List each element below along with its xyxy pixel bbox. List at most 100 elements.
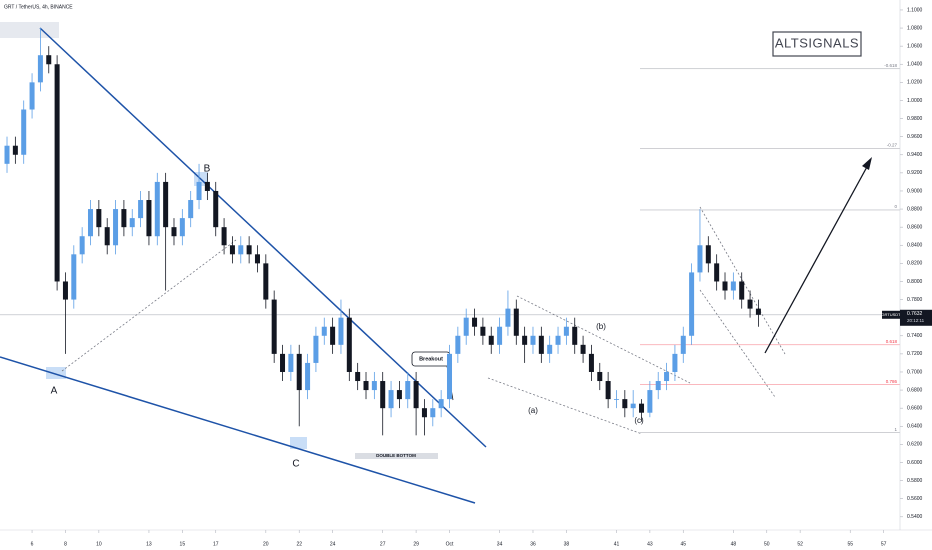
x-tick-label: 57 (881, 541, 887, 547)
trend-line (0, 356, 476, 504)
candle-body (163, 181, 169, 228)
x-tick-label: 36 (530, 541, 536, 547)
y-tick-label: 1.1000 (907, 7, 923, 13)
candle-body (296, 353, 302, 391)
highlight-box (46, 367, 66, 379)
candle-body (154, 181, 160, 237)
candle-body (421, 408, 427, 418)
candle-body (747, 299, 753, 309)
y-tick-label: 0.6600 (907, 406, 923, 412)
candle-body (613, 399, 619, 400)
candle-body (37, 55, 43, 83)
candle-body (179, 218, 185, 237)
candle-body (672, 353, 678, 372)
x-tick-label: Oct (446, 541, 454, 547)
candle-body (346, 317, 352, 372)
y-tick-label: 1.0400 (907, 62, 923, 68)
x-tick-label: 45 (680, 541, 686, 547)
candle-body (188, 200, 194, 219)
x-tick-label: 13 (146, 541, 152, 547)
candle-body (455, 335, 461, 354)
candle-body (280, 353, 286, 372)
x-tick-label: 17 (213, 541, 219, 547)
candle-body (355, 371, 361, 382)
y-tick-label: 0.9400 (907, 152, 923, 158)
candle-body (305, 362, 311, 391)
x-tick-label: 34 (497, 541, 503, 547)
symbol-tag (882, 310, 900, 319)
candle-body (29, 82, 35, 110)
x-tick-label: 6 (31, 541, 34, 547)
y-tick-label: 0.7000 (907, 369, 923, 375)
dashed-line (699, 289, 776, 398)
candle-body (463, 317, 469, 336)
candle-body (630, 403, 636, 409)
candle-body (705, 245, 711, 264)
candle-body (497, 326, 503, 345)
y-tick-label: 0.5600 (907, 496, 923, 502)
candle-body (21, 109, 27, 155)
candle-body (664, 371, 670, 382)
x-tick-label: 52 (797, 541, 803, 547)
logo: ALTSIGNALS (775, 35, 859, 50)
x-tick-label: 41 (614, 541, 620, 547)
candle-body (605, 381, 611, 400)
candle-body (71, 254, 77, 300)
chart-title: GRT / TetherUS, 4h, BINANCE (4, 4, 73, 10)
candle-body (580, 344, 586, 354)
candle-body (572, 326, 578, 345)
candle-body (480, 326, 486, 336)
candle-body (380, 381, 386, 409)
candle-body (622, 399, 628, 409)
candle-body (655, 381, 661, 391)
fib-label: 0.618 (886, 339, 898, 344)
y-tick-label: 0.8000 (907, 279, 923, 285)
arrow-head (862, 157, 872, 170)
x-tick-label: 8 (64, 541, 67, 547)
candle-body (689, 272, 695, 336)
candle-body (522, 335, 528, 345)
trend-line (39, 27, 487, 448)
candle-body (547, 344, 553, 354)
candle-body (138, 200, 144, 219)
y-tick-label: 0.8200 (907, 261, 923, 267)
x-tick-label: 22 (296, 541, 302, 547)
candle-body (113, 209, 119, 246)
price-label: 0.7632 (907, 311, 923, 317)
candle-body (254, 254, 260, 264)
candle-body (488, 335, 494, 345)
y-tick-label: 1.0600 (907, 43, 923, 49)
symbol-label: GRTUSDT (881, 312, 901, 317)
candle-body (563, 326, 569, 336)
annotation: C (292, 459, 299, 470)
candle-body (555, 335, 561, 345)
dashed-line (699, 206, 786, 355)
x-tick-label: 27 (380, 541, 386, 547)
x-tick-label: 24 (330, 541, 336, 547)
candle-body (338, 317, 344, 345)
candle-body (588, 353, 594, 372)
candle-body (204, 181, 210, 191)
annotation: (b) (596, 322, 606, 331)
candle-body (79, 236, 85, 255)
y-tick-label: 1.0200 (907, 80, 923, 86)
candle-body (530, 335, 536, 345)
candle-body (405, 381, 411, 400)
annotation: Breakout (419, 356, 443, 362)
dashed-line (516, 295, 691, 384)
candle-body (722, 281, 728, 291)
candle-body (171, 227, 177, 237)
candle-body (129, 218, 135, 228)
highlight-box (290, 437, 307, 449)
arrow-line (764, 164, 869, 354)
candle-body (313, 335, 319, 363)
y-tick-label: 1.0800 (907, 25, 923, 31)
x-tick-label: 48 (731, 541, 737, 547)
candle-body (121, 209, 127, 228)
candle-body (363, 381, 369, 391)
price-tag (900, 309, 932, 326)
candle-body (54, 64, 60, 282)
